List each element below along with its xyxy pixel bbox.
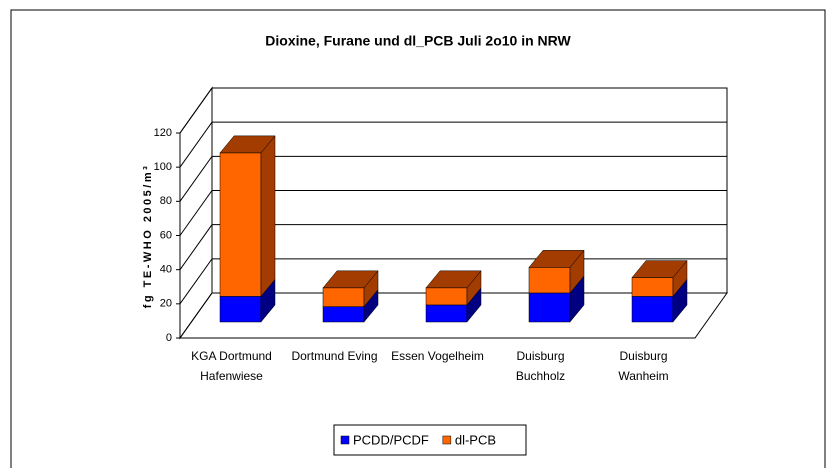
y-tick-label: 100	[154, 161, 172, 173]
bar-segment	[528, 267, 571, 294]
x-tick-label: Dortmund Eving	[291, 349, 377, 363]
legend-box	[333, 424, 527, 456]
bar-segment	[219, 296, 262, 323]
y-tick-label: 40	[160, 264, 172, 276]
x-tick-label: Essen Vogelheim	[391, 349, 484, 363]
bar-top	[322, 270, 379, 289]
bar-segment	[322, 306, 365, 323]
grid-line	[179, 155, 727, 202]
x-tick-label: Wanheim	[618, 369, 668, 383]
x-tick-label: Duisburg	[516, 349, 564, 363]
bar-segment	[631, 296, 674, 323]
y-tick-label: 120	[154, 127, 172, 139]
legend-swatch	[442, 435, 452, 445]
bar-top	[528, 250, 585, 268]
bar-segment	[425, 304, 468, 323]
grid-line	[179, 121, 727, 168]
bar-top	[425, 270, 482, 289]
bar-top	[631, 260, 688, 278]
y-tick-label: 60	[160, 229, 172, 241]
bar-segment	[322, 287, 365, 307]
y-tick-label: 0	[166, 332, 172, 344]
bar-segment	[219, 152, 262, 297]
bar-segment	[425, 287, 468, 306]
y-tick-label: 20	[160, 298, 172, 310]
legend-label: dl-PCB	[455, 432, 496, 447]
chart-title: Dioxine, Furane und dl_PCB Juli 2o10 in …	[265, 33, 571, 49]
x-tick-label: Duisburg	[619, 349, 667, 363]
x-tick-label: Buchholz	[516, 369, 565, 383]
bar-segment	[631, 277, 674, 297]
bar-segment	[528, 292, 571, 323]
x-tick-label: Hafenwiese	[200, 369, 263, 383]
y-tick-label: 80	[160, 195, 172, 207]
legend-label: PCDD/PCDF	[353, 432, 429, 447]
legend-swatch	[340, 435, 350, 445]
bar-top	[219, 135, 276, 154]
y-axis-label: fg TE-WHO 2005/m³	[142, 164, 154, 309]
grid-line	[179, 190, 727, 236]
x-tick-label: KGA Dortmund	[191, 349, 272, 363]
grid-line	[179, 224, 727, 270]
bar-side	[260, 135, 276, 298]
grid-line	[179, 87, 727, 134]
